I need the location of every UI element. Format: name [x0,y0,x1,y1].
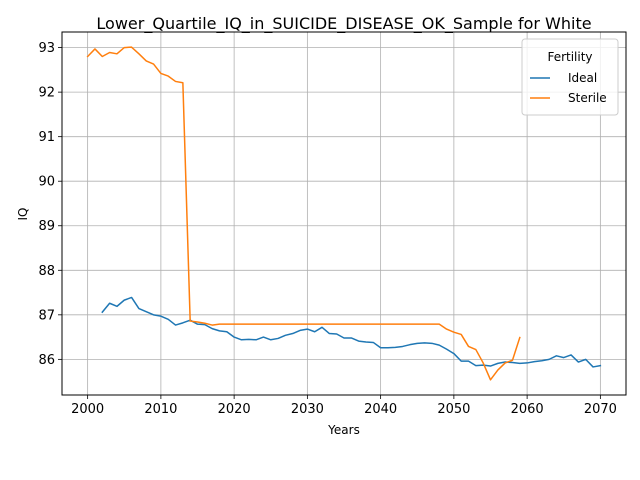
y-tick-label: 93 [38,41,55,56]
series-layer [86,46,602,381]
legend-box [521,38,619,116]
y-tick-label: 92 [38,86,55,101]
legend-label-ideal: Ideal [568,71,597,85]
legend: Fertility Ideal Sterile [521,38,619,116]
y-tick-label: 87 [38,308,55,323]
y-tick-label: 86 [38,353,55,368]
legend-label-sterile: Sterile [568,91,607,105]
x-tick-label: 2060 [511,402,544,417]
x-axis-label: Years [327,423,360,437]
series-line-ideal [101,296,602,368]
y-axis-label: IQ [16,208,30,221]
x-tick-label: 2020 [218,402,251,417]
chart-title: Lower_Quartile_IQ_in_SUICIDE_DISEASE_OK_… [96,14,591,34]
grid [62,32,626,395]
x-tick-label: 2050 [437,402,470,417]
x-tick-label: 2010 [144,402,177,417]
plot-frame [61,31,627,396]
y-tick-label: 89 [38,219,55,234]
x-tick-label: 2070 [584,402,617,417]
y-tick-label: 88 [38,264,55,279]
x-tick-label: 2040 [364,402,397,417]
ticks: 2000 2010 2020 2030 2040 2050 2060 2070 86 87 88 89… [38,41,616,417]
legend-title: Fertility [547,50,592,64]
x-tick-label: 2030 [291,402,324,417]
y-tick-label: 90 [38,175,55,190]
y-tick-label: 91 [38,130,55,145]
series-line-sterile [86,46,521,381]
x-tick-label: 2000 [71,402,104,417]
